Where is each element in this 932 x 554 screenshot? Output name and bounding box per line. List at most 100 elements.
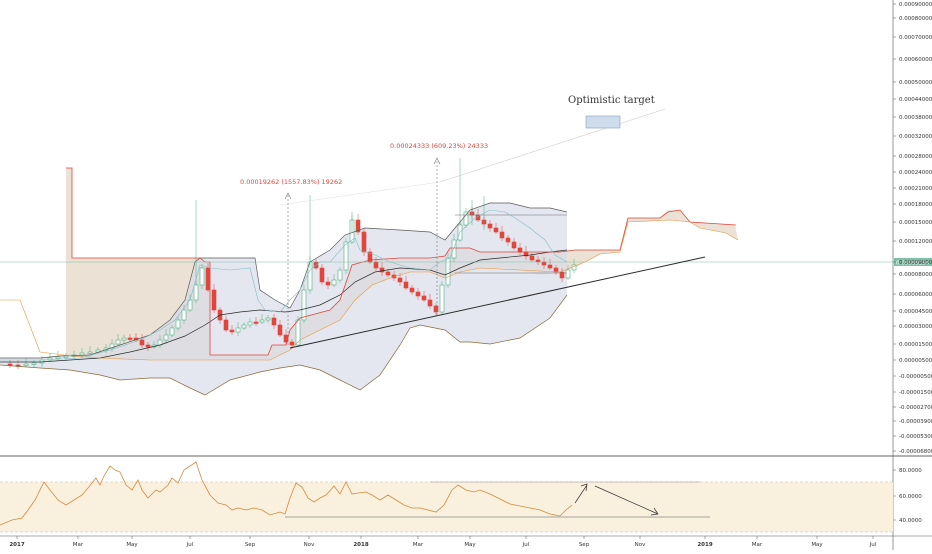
time-tick-label: 2018 — [353, 542, 368, 548]
price-tick-label: -0.00002700 — [899, 405, 932, 411]
time-tick-label: Mar — [413, 542, 424, 548]
measure-1-arrow — [284, 192, 292, 200]
candle-body — [541, 261, 547, 266]
candle-body — [169, 327, 175, 336]
candle-body — [289, 341, 295, 346]
candle-body — [211, 289, 217, 311]
measure-1-label: 0.00019262 (1557.83%) 19262 — [240, 178, 342, 186]
candle-body — [403, 281, 409, 289]
price-tick-label: 0.00003000 — [899, 324, 932, 330]
rsi-tick-label: 80.0000 — [899, 468, 922, 474]
price-tick-label: 0.00024000 — [899, 170, 932, 176]
price-tick-label: -0.00003900 — [899, 419, 932, 425]
candle-body — [181, 309, 187, 321]
candle-body — [337, 269, 343, 281]
candle-body — [199, 267, 205, 286]
price-tick-label: 0.00090000 — [899, 2, 932, 8]
price-tick-label: 0.00060000 — [899, 57, 932, 63]
candle-body — [553, 267, 559, 273]
rsi-tick-label: 40.0000 — [899, 518, 922, 524]
candle-body — [31, 362, 37, 365]
candle-body — [331, 279, 337, 286]
time-tick-label: May — [811, 542, 823, 548]
time-tick-label: Jul — [522, 542, 530, 548]
rsi-tick-label: 60.0000 — [899, 494, 922, 500]
candle-body — [247, 321, 253, 326]
candle-body — [415, 291, 421, 297]
measure-2-arrow — [433, 157, 441, 165]
candle-body — [47, 357, 53, 361]
candle-body — [451, 239, 457, 259]
price-tick-label: 0.00080000 — [899, 16, 932, 22]
price-tick-label: -0.00005300 — [899, 434, 932, 440]
candle-body — [23, 363, 29, 366]
support-trendline[interactable] — [289, 256, 706, 349]
bollinger-upper-line — [0, 202, 568, 359]
ichimoku-orange-line — [0, 219, 739, 361]
candle-body — [115, 339, 121, 345]
candle-body — [529, 255, 535, 261]
candle-body — [511, 241, 517, 249]
price-tick-label: 0.00008000 — [899, 272, 932, 278]
candle-body — [463, 211, 469, 226]
candle-body — [277, 324, 283, 336]
price-tick-label: 0.00028000 — [899, 154, 932, 160]
candle-body — [517, 247, 523, 253]
time-tick-label: Mar — [752, 542, 763, 548]
candle-body — [241, 324, 247, 329]
price-tick-label: 0.00004500 — [899, 309, 932, 315]
price-panel-bg — [0, 0, 893, 455]
candle-body — [295, 319, 301, 346]
candle-body — [445, 257, 451, 286]
candle-body — [487, 223, 493, 229]
target-trendline[interactable] — [439, 108, 666, 183]
time-tick-label: Jul — [186, 542, 194, 548]
candle-body — [229, 329, 235, 333]
target-trendline-2[interactable] — [279, 181, 441, 206]
price-axis-ticks: 0.00090000 0.00080000 0.00070000 0.00060000… — [893, 2, 932, 455]
candle-body — [343, 241, 349, 271]
time-tick-label: Sep — [579, 542, 590, 548]
current-price-tag: 0.00009194 — [896, 261, 930, 267]
price-tick-label: 0.00032000 — [899, 134, 932, 140]
candle-body — [565, 269, 571, 279]
time-tick-label: Sep — [245, 542, 256, 548]
candle-body — [373, 261, 379, 269]
ichimoku-red-line — [66, 167, 737, 356]
price-tick-label: 0.00050000 — [899, 80, 932, 86]
candle-body — [235, 327, 241, 333]
candle-body — [265, 317, 271, 321]
price-tick-label: 0.00021000 — [899, 186, 932, 192]
candle-body — [271, 317, 277, 326]
target-box[interactable] — [585, 115, 621, 129]
base-line-gray — [455, 214, 567, 274]
candle-body — [205, 267, 211, 291]
candle-body — [361, 231, 367, 253]
time-tick-label: Nov — [635, 542, 646, 548]
candle-body — [493, 227, 499, 233]
price-tick-label: 0.00038000 — [899, 115, 932, 121]
rsi-line — [0, 461, 573, 526]
candle-body — [319, 267, 325, 283]
candle-body — [175, 319, 181, 329]
candle-body — [55, 356, 61, 359]
price-tick-label: 0.00018000 — [899, 202, 932, 208]
measure-2-label: 0.00024333 (609.23%) 24333 — [390, 142, 488, 150]
candle-body — [385, 271, 391, 276]
candle-body — [223, 319, 229, 331]
price-tick-label: -0.00001500 — [899, 390, 932, 396]
candle-body — [259, 319, 265, 323]
candle-body — [63, 355, 69, 358]
candle-body — [547, 264, 553, 269]
time-tick-label: May — [126, 542, 138, 548]
time-tick-label: Jul — [869, 542, 877, 548]
price-tick-label: 0.00000500 — [899, 358, 932, 364]
candle-body — [499, 231, 505, 239]
price-tick-label: 0.00044000 — [899, 97, 932, 103]
price-tick-label: 0.00070000 — [899, 35, 932, 41]
bollinger-basis-line — [0, 249, 568, 363]
rsi-arrow-down — [594, 485, 659, 516]
time-tick-label: 2019 — [697, 542, 712, 548]
